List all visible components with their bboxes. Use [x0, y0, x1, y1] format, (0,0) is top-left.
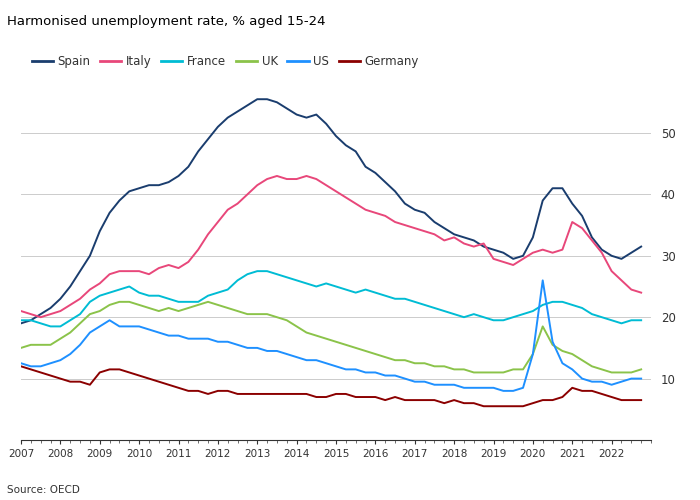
Germany: [480, 403, 488, 409]
Spain: [421, 210, 429, 216]
UK: [116, 299, 124, 305]
Line: US: US: [21, 280, 641, 391]
Legend: Spain, Italy, France, UK, US, Germany: Spain, Italy, France, UK, US, Germany: [27, 50, 424, 73]
UK: [95, 308, 104, 314]
Italy: [106, 271, 114, 277]
US: [538, 278, 547, 283]
Germany: [322, 394, 330, 400]
Italy: [637, 290, 645, 296]
Italy: [440, 238, 449, 244]
France: [342, 286, 350, 292]
France: [430, 305, 439, 311]
Line: Germany: Germany: [21, 366, 641, 406]
US: [17, 360, 25, 366]
UK: [637, 366, 645, 372]
France: [253, 268, 262, 274]
Germany: [410, 397, 419, 403]
US: [410, 378, 419, 384]
Spain: [430, 219, 439, 225]
Text: Harmonised unemployment rate, % aged 15-24: Harmonised unemployment rate, % aged 15-…: [7, 15, 326, 28]
Spain: [95, 228, 104, 234]
Italy: [36, 314, 45, 320]
Line: France: France: [21, 271, 641, 326]
Line: UK: UK: [21, 302, 641, 372]
Text: Source: OECD: Source: OECD: [7, 485, 80, 495]
France: [293, 278, 301, 283]
US: [273, 348, 281, 354]
UK: [332, 339, 340, 345]
Italy: [293, 176, 301, 182]
France: [17, 318, 25, 324]
US: [95, 324, 104, 330]
Italy: [430, 232, 439, 237]
Line: Spain: Spain: [21, 99, 641, 324]
France: [106, 290, 114, 296]
France: [46, 324, 55, 330]
US: [421, 378, 429, 384]
US: [361, 370, 370, 376]
UK: [371, 351, 379, 357]
France: [381, 292, 389, 298]
Line: Italy: Italy: [21, 176, 641, 317]
Italy: [17, 308, 25, 314]
Germany: [95, 370, 104, 376]
Spain: [253, 96, 262, 102]
Spain: [283, 106, 291, 112]
Germany: [17, 364, 25, 370]
US: [322, 360, 330, 366]
Germany: [273, 391, 281, 397]
Germany: [421, 397, 429, 403]
UK: [17, 345, 25, 351]
Spain: [332, 133, 340, 139]
Germany: [637, 397, 645, 403]
Italy: [381, 213, 389, 219]
UK: [283, 318, 291, 324]
Germany: [361, 394, 370, 400]
UK: [470, 370, 478, 376]
UK: [421, 360, 429, 366]
Italy: [273, 173, 281, 179]
US: [499, 388, 508, 394]
US: [637, 376, 645, 382]
Spain: [637, 244, 645, 250]
UK: [430, 364, 439, 370]
Spain: [17, 320, 25, 326]
France: [637, 318, 645, 324]
France: [440, 308, 449, 314]
Italy: [342, 194, 350, 200]
Spain: [371, 170, 379, 176]
